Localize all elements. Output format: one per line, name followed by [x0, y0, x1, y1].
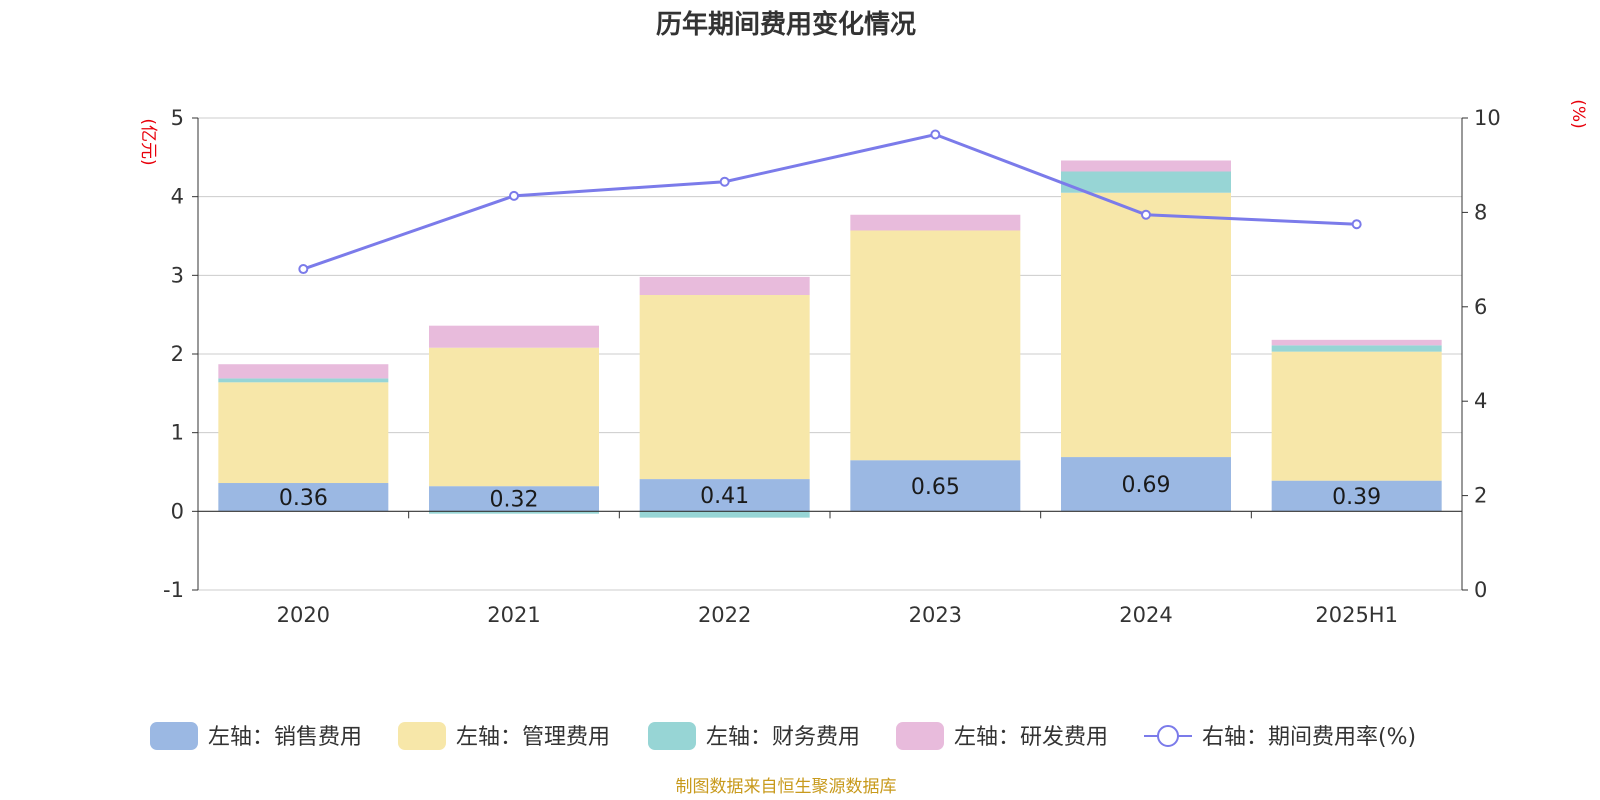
bar-segment — [218, 483, 389, 512]
left-axis-tick-label: 3 — [171, 263, 184, 287]
bar-segment — [1271, 351, 1442, 481]
bar-segment — [429, 486, 599, 512]
x-axis-tick-label: 2020 — [277, 603, 330, 627]
chart-title: 历年期间费用变化情况 — [656, 9, 916, 40]
bar-segment — [218, 364, 389, 379]
x-axis-tick-label: 2025H1 — [1315, 603, 1398, 627]
bar-value-label: 0.41 — [700, 484, 749, 509]
left-axis-tick-label: 1 — [171, 421, 184, 445]
bar-value-label: 0.69 — [1122, 473, 1171, 498]
right-axis-tick-label: 0 — [1474, 578, 1487, 602]
bar-segment — [218, 382, 389, 484]
bar-segment — [1271, 339, 1442, 346]
legend-swatch — [896, 722, 944, 750]
bar-segment — [639, 511, 810, 518]
x-axis-tick-label: 2024 — [1119, 603, 1172, 627]
bar-value-label: 0.36 — [279, 486, 328, 511]
legend-label: 左轴：管理费用 — [456, 725, 610, 750]
left-axis-tick-label: 4 — [171, 185, 184, 209]
bar-segment — [1061, 160, 1231, 172]
axes: -1 0 1 2 3 4 5 (亿元) 0 2 4 6 8 10 (%) 2020 2021 2022 2023 20… — [138, 99, 1588, 627]
bar-segment — [429, 325, 599, 348]
bar-segment — [1061, 457, 1231, 512]
legend-label: 右轴：期间费用率(%) — [1202, 725, 1416, 750]
grid-lines — [198, 117, 1462, 591]
bar-segment — [850, 214, 1021, 231]
left-axis-tick-label: 0 — [171, 499, 184, 523]
legend-label: 左轴：销售费用 — [208, 725, 362, 750]
bar-segment — [429, 347, 599, 487]
right-axis-unit: (%) — [1568, 99, 1588, 128]
bar-segment — [429, 511, 599, 514]
x-axis-tick-label: 2022 — [698, 603, 751, 627]
right-axis-tick-label: 2 — [1474, 484, 1487, 508]
left-axis-tick-label: 5 — [171, 106, 184, 130]
bar-value-label: 0.32 — [490, 488, 539, 513]
rate-point — [298, 264, 309, 275]
bar-series — [218, 160, 1442, 518]
data-source-note: 制图数据来自恒生聚源数据库 — [676, 777, 897, 797]
bar-segment — [850, 230, 1021, 461]
bar-labels: 0.36 0.32 0.41 0.65 0.69 0.39 — [279, 473, 1381, 513]
rate-point — [930, 129, 941, 140]
legend-label: 左轴：财务费用 — [706, 725, 860, 750]
bar-value-label: 0.39 — [1332, 485, 1381, 510]
bar-segment — [639, 479, 810, 512]
left-axis-tick-label: -1 — [163, 578, 184, 602]
right-axis-tick-label: 6 — [1474, 295, 1487, 319]
bar-segment — [850, 460, 1021, 512]
x-axis-tick-label: 2021 — [487, 603, 540, 627]
right-axis-tick-label: 10 — [1474, 106, 1501, 130]
left-axis-tick-label: 2 — [171, 342, 184, 366]
legend-swatch — [398, 722, 446, 750]
rate-point — [509, 190, 519, 201]
left-axis-unit: (亿元) — [138, 118, 158, 165]
bar-segment — [639, 276, 810, 295]
right-axis-tick-label: 4 — [1474, 389, 1487, 413]
bar-value-label: 0.65 — [911, 475, 960, 500]
legend-label: 左轴：研发费用 — [954, 725, 1108, 750]
right-axis-tick-label: 8 — [1474, 200, 1487, 224]
bar-segment — [1271, 345, 1442, 352]
rate-point — [1141, 209, 1151, 220]
legend-swatch — [648, 722, 696, 750]
line-series — [298, 129, 1362, 275]
legend-swatch — [150, 722, 198, 750]
legend-marker-icon — [1157, 725, 1179, 747]
bar-segment — [218, 378, 389, 383]
bar-segment — [639, 295, 810, 480]
rate-point — [1351, 219, 1362, 230]
bar-segment — [1271, 480, 1442, 512]
rate-point — [719, 176, 730, 187]
rate-line — [302, 132, 1357, 271]
bar-segment — [1061, 171, 1231, 193]
bar-segment — [1061, 192, 1231, 458]
legend: 左轴：销售费用 左轴：管理费用 左轴：财务费用 左轴：研发费用 右轴：期间费用率(%) — [150, 722, 1416, 750]
x-axis-tick-label: 2023 — [909, 603, 962, 627]
